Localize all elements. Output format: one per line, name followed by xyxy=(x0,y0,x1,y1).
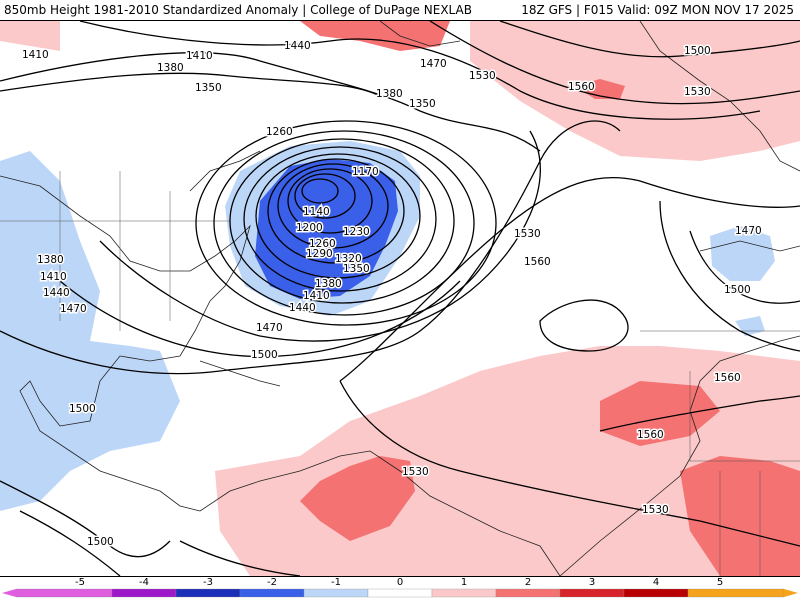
contour-label: 1500 xyxy=(87,536,114,548)
contour-label: 1350 xyxy=(409,98,436,110)
contour-label: 1530 xyxy=(642,504,669,516)
contour-label: 1230 xyxy=(343,226,370,238)
contour-label: 1500 xyxy=(724,284,751,296)
weak-negative-west xyxy=(0,151,180,511)
contour-label: 1560 xyxy=(524,256,551,268)
contour-label: 1410 xyxy=(40,271,67,283)
run-info: 18Z GFS | F015 Valid: 09Z MON NOV 17 202… xyxy=(521,3,794,17)
strong-negative-low xyxy=(255,159,398,299)
colorbar-tick-label: 2 xyxy=(525,577,531,588)
colorbar-segment xyxy=(495,588,561,598)
contour-label: 1200 xyxy=(296,222,323,234)
contour-label: 1560 xyxy=(568,81,595,93)
contour-label: 1440 xyxy=(284,40,311,52)
colorbar-segment xyxy=(239,588,305,598)
contour-label: 1470 xyxy=(60,303,87,315)
colorbar: -5 -4 -3 -2 -1 0 1 2 3 4 5 xyxy=(2,577,798,598)
contour-label: 1530 xyxy=(684,86,711,98)
colorbar-segment xyxy=(111,588,177,598)
contour-label: 1500 xyxy=(251,349,278,361)
contour-label: 1380 xyxy=(376,88,403,100)
contour-label: 1380 xyxy=(37,254,64,266)
contour-label: 1470 xyxy=(420,58,447,70)
colorbar-segment xyxy=(431,588,497,598)
strong-positive-africa xyxy=(600,381,800,576)
colorbar-segment xyxy=(303,588,369,598)
contour-label: 1170 xyxy=(352,166,379,178)
colorbar-tick-label: 4 xyxy=(653,577,659,588)
contour-label: 1470 xyxy=(735,225,762,237)
strong-positive-sa xyxy=(300,456,415,541)
anomaly-shading xyxy=(0,21,800,576)
contour-label: 1350 xyxy=(343,263,370,275)
header-bar: 850mb Height 1981-2010 Standardized Anom… xyxy=(0,0,800,20)
contour-label: 1560 xyxy=(637,429,664,441)
positive-anomaly-north xyxy=(0,21,800,161)
contour-labels: 1410 1410 1440 1380 1350 1260 1170 1140 … xyxy=(21,39,764,550)
colorbar-tick-label: -5 xyxy=(75,577,85,588)
contour-label: 1530 xyxy=(514,228,541,240)
contour-label: 1320 xyxy=(335,253,362,265)
weather-map: 1410 1410 1440 1380 1350 1260 1170 1140 … xyxy=(0,20,800,577)
weak-negative-europe xyxy=(710,226,775,336)
height-contours xyxy=(0,21,800,576)
contour-label: 1500 xyxy=(684,45,711,57)
colorbar-segment xyxy=(559,588,625,598)
colorbar-tick-label: -1 xyxy=(331,577,341,588)
coastlines xyxy=(0,21,800,576)
colorbar-segment xyxy=(175,588,241,598)
contour-label: 1260 xyxy=(266,126,293,138)
contour-label: 1290 xyxy=(306,248,333,260)
colorbar-tick-label: 0 xyxy=(397,577,403,588)
map-title: 850mb Height 1981-2010 Standardized Anom… xyxy=(4,3,472,17)
contour-label: 1380 xyxy=(157,62,184,74)
contour-label: 1140 xyxy=(303,206,330,218)
contour-label: 1410 xyxy=(22,49,49,61)
colorbar-segments xyxy=(2,588,798,598)
contour-label: 1530 xyxy=(402,466,429,478)
contour-label: 1410 xyxy=(186,50,213,62)
colorbar-tick-label: 3 xyxy=(589,577,595,588)
colorbar-left-arrow xyxy=(2,589,16,597)
contour-label: 1440 xyxy=(289,302,316,314)
contour-label: 1380 xyxy=(315,278,342,290)
contour-label: 1530 xyxy=(469,70,496,82)
country-borders xyxy=(0,171,800,576)
colorbar-tick-label: -3 xyxy=(203,577,213,588)
contour-label: 1500 xyxy=(69,403,96,415)
positive-blob-1560 xyxy=(575,79,625,99)
contour-label: 1470 xyxy=(256,322,283,334)
contour-label: 1440 xyxy=(43,287,70,299)
contour-label: 1560 xyxy=(714,372,741,384)
colorbar-segment xyxy=(367,588,433,598)
colorbar-right-arrow xyxy=(784,589,798,597)
colorbar-segment xyxy=(687,588,785,598)
contour-label: 1410 xyxy=(303,290,330,302)
colorbar-segment xyxy=(15,588,113,598)
strong-positive-north xyxy=(300,21,450,51)
colorbar-tick-label: 5 xyxy=(717,577,723,588)
contour-label: 1350 xyxy=(195,82,222,94)
colorbar-ticks: -5 -4 -3 -2 -1 0 1 2 3 4 5 xyxy=(75,577,723,588)
colorbar-tick-label: -2 xyxy=(267,577,277,588)
colorbar-tick-label: -4 xyxy=(139,577,149,588)
colorbar-tick-label: 1 xyxy=(461,577,467,588)
colorbar-segment xyxy=(623,588,689,598)
contour-label: 1260 xyxy=(309,238,336,250)
